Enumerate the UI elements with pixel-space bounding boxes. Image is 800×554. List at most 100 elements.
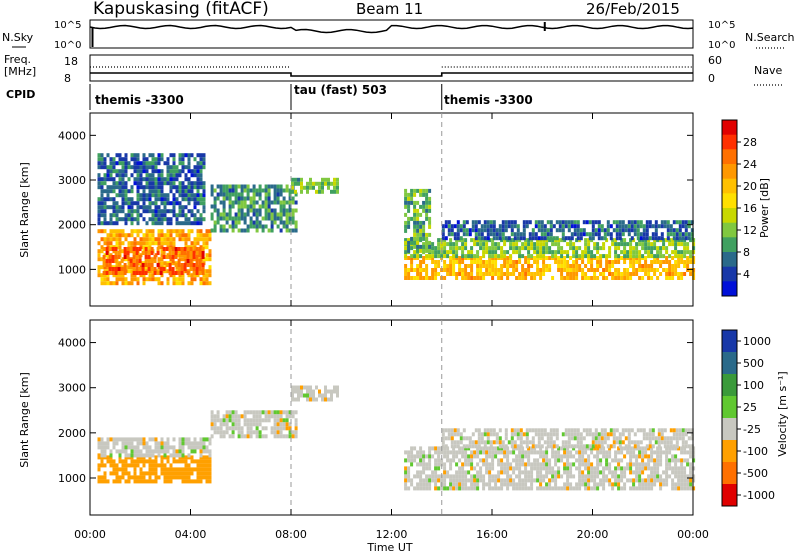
heatmap-cell [190,467,194,472]
heatmap-cell [581,250,585,255]
heatmap-cell [133,157,137,162]
heatmap-cell [453,440,457,445]
heatmap-cell [594,436,598,441]
heatmap-cell [572,250,576,255]
heatmap-cell [225,220,229,225]
heatmap-cell [100,453,104,458]
heatmap-cell [489,232,493,237]
heatmap-cell [222,212,226,217]
heatmap-cell [687,444,691,449]
heatmap-cell [187,467,191,472]
heatmap-cell [172,197,176,202]
heatmap-cell [515,482,519,487]
heatmap-cell [115,237,119,242]
heatmap-cell [453,224,457,229]
heatmap-cell [506,264,510,268]
heatmap-cell [540,232,544,237]
heatmap-cell [103,205,107,210]
heatmap-cell [195,259,199,263]
heatmap-cell [470,450,474,455]
heatmap-cell [461,246,465,251]
heatmap-cell [488,268,492,272]
heatmap-cell [666,232,670,237]
heatmap-cell [507,220,511,225]
heatmap-cell [624,436,628,441]
heatmap-cell [479,272,483,276]
heatmap-cell [533,272,537,276]
heatmap-cell [536,486,540,491]
heatmap-cell [633,440,637,445]
heatmap-cell [135,267,139,271]
heatmap-cell [129,247,133,251]
heatmap-cell [178,475,182,480]
heatmap-cell [118,241,122,246]
heatmap-cell [133,475,137,480]
heatmap-cell [470,486,474,491]
heatmap-cell [255,188,259,193]
heatmap-cell [428,248,432,253]
heatmap-cell [219,228,223,233]
heatmap-cell [545,454,549,459]
heatmap-cell [115,169,119,174]
heatmap-cell [575,486,579,491]
heatmap-cell [516,236,520,241]
heatmap-cell [602,486,606,491]
heatmap-cell [492,432,496,437]
heatmap-cell [690,436,694,441]
heatmap-cell [428,208,432,213]
heatmap-cell [142,217,146,222]
heatmap-cell [407,200,411,205]
heatmap-cell [657,432,661,437]
heatmap-cell [681,236,685,241]
heatmap-cell [686,462,690,467]
heatmap-cell [524,272,528,276]
heatmap-cell [193,237,197,242]
heatmap-cell [638,276,642,280]
heatmap-cell [647,246,651,251]
x-tick-label: 00:00 [74,528,106,541]
heatmap-cell [615,236,619,241]
heatmap-cell [527,238,531,243]
heatmap-cell [294,189,297,194]
heatmap-cell [213,426,217,431]
heatmap-cell [501,220,505,225]
heatmap-cell [336,393,339,398]
heatmap-cell [500,482,504,487]
heatmap-cell [112,237,116,242]
nave-tick-bottom: 0 [708,72,715,85]
heatmap-cell [422,188,426,193]
heatmap-cell [537,436,541,441]
heatmap-cell [636,232,640,237]
heatmap-cell [240,184,244,189]
heatmap-cell [306,393,309,398]
heatmap-cell [419,276,423,280]
heatmap-cell [579,236,583,241]
heatmap-cell [130,221,134,226]
heatmap-cell [461,276,465,280]
heatmap-cell [440,478,444,483]
heatmap-cell [684,236,688,241]
heatmap-cell [621,428,625,433]
heatmap-cell [288,410,292,415]
heatmap-cell [138,259,142,263]
heatmap-cell [671,276,675,280]
heatmap-cell [599,446,603,451]
heatmap-cell [587,246,591,251]
heatmap-cell [567,236,571,241]
heatmap-cell [178,157,182,162]
heatmap-cell [154,209,158,214]
date-title: 26/Feb/2015 [586,0,680,18]
nsky-line [89,24,694,34]
heatmap-cell [657,436,661,441]
heatmap-cell [148,467,152,472]
heatmap-cell [270,200,274,205]
heatmap-cell [530,486,534,491]
heatmap-cell [615,228,619,233]
heatmap-cell [404,196,408,201]
heatmap-cell [659,478,663,483]
heatmap-cell [615,232,619,237]
heatmap-cell [627,432,631,437]
heatmap-cell [605,466,609,471]
heatmap-cell [534,432,538,437]
heatmap-cell [497,446,501,451]
